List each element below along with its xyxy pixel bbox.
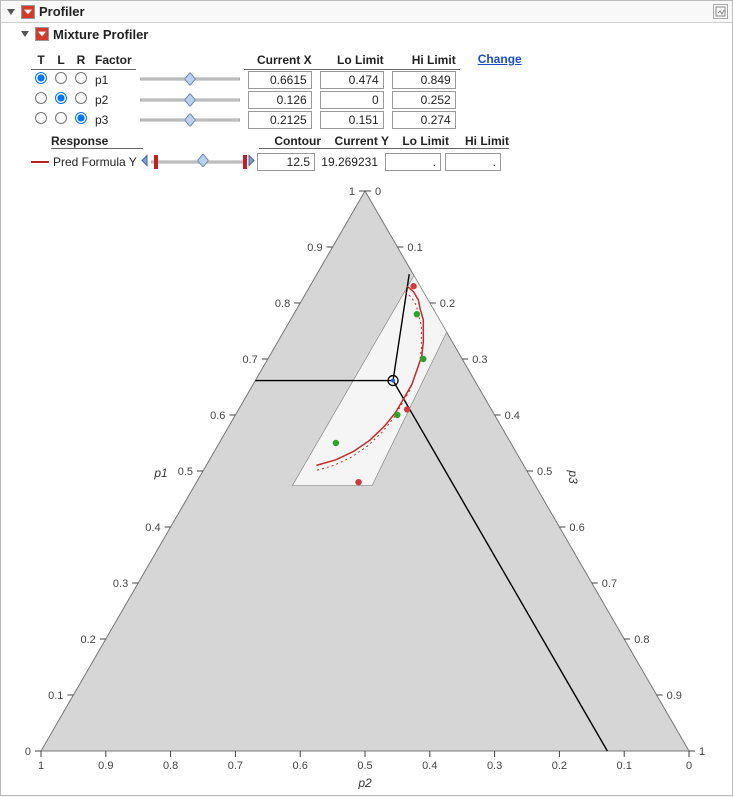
- svg-text:0.4: 0.4: [505, 410, 520, 422]
- factor-name: p1: [91, 69, 136, 90]
- factor-slider[interactable]: [140, 93, 240, 107]
- svg-text:0.3: 0.3: [113, 578, 128, 590]
- radio-l[interactable]: [55, 72, 67, 84]
- hi-input[interactable]: 0.274: [392, 111, 456, 129]
- svg-text:0.1: 0.1: [407, 242, 422, 254]
- svg-text:0: 0: [25, 746, 31, 758]
- svg-text:0.6: 0.6: [293, 760, 308, 772]
- response-row: Pred Formula Y 12.5 19.269231 . .: [31, 153, 718, 171]
- factor-name: p2: [91, 90, 136, 110]
- profiler-titlebar: Profiler: [1, 1, 732, 23]
- col-t: T: [31, 51, 51, 69]
- lo-input[interactable]: 0: [320, 91, 384, 109]
- currentx-input[interactable]: 0.126: [248, 91, 312, 109]
- svg-text:0.6: 0.6: [210, 410, 225, 422]
- disclosure-icon[interactable]: [5, 6, 17, 18]
- factor-table: T L R Factor Current X Lo Limit Hi Limit…: [31, 51, 526, 130]
- radio-r[interactable]: [75, 72, 87, 84]
- svg-text:0.9: 0.9: [667, 690, 682, 702]
- col-factor: Factor: [91, 51, 136, 69]
- col-contour: Contour: [259, 134, 321, 149]
- response-headers: Response Contour Current Y Lo Limit Hi L…: [31, 134, 718, 149]
- lo-input[interactable]: 0.151: [320, 111, 384, 129]
- radio-t[interactable]: [35, 72, 47, 84]
- mixture-profiler-title: Mixture Profiler: [53, 27, 148, 42]
- disclosure-icon[interactable]: [19, 28, 31, 40]
- svg-text:0.8: 0.8: [634, 634, 649, 646]
- col-currentx: Current X: [244, 51, 316, 69]
- contour-slider[interactable]: [143, 154, 253, 170]
- ternary-plot[interactable]: 00.10.20.30.40.50.60.70.80.9100.10.20.30…: [1, 177, 732, 797]
- col-resp-hi: Hi Limit: [449, 134, 509, 149]
- svg-text:0.7: 0.7: [243, 354, 258, 366]
- factor-slider[interactable]: [140, 72, 240, 86]
- svg-text:0.7: 0.7: [228, 760, 243, 772]
- svg-text:0.7: 0.7: [602, 578, 617, 590]
- svg-text:p3: p3: [566, 469, 580, 484]
- svg-text:p1: p1: [153, 466, 167, 480]
- svg-text:p2: p2: [357, 776, 372, 789]
- svg-text:0.4: 0.4: [145, 522, 160, 534]
- hi-input[interactable]: 0.252: [392, 91, 456, 109]
- factor-row: p2 0.126 0 0.252: [31, 90, 526, 110]
- col-hi: Hi Limit: [388, 51, 460, 69]
- radio-t[interactable]: [35, 112, 47, 124]
- factor-row: p1 0.6615 0.474 0.849: [31, 69, 526, 90]
- currentx-input[interactable]: 0.2125: [248, 111, 312, 129]
- menu-dropdown-icon[interactable]: [21, 5, 35, 19]
- currentx-input[interactable]: 0.6615: [248, 71, 312, 89]
- menu-dropdown-icon[interactable]: [35, 27, 49, 41]
- resp-hi-input[interactable]: .: [445, 153, 501, 171]
- svg-text:0.1: 0.1: [48, 690, 63, 702]
- svg-text:0: 0: [375, 186, 381, 198]
- svg-text:0.2: 0.2: [81, 634, 96, 646]
- svg-text:0.2: 0.2: [440, 298, 455, 310]
- svg-text:0.5: 0.5: [537, 466, 552, 478]
- svg-text:1: 1: [349, 186, 355, 198]
- svg-text:0.4: 0.4: [422, 760, 437, 772]
- svg-text:0.3: 0.3: [472, 354, 487, 366]
- export-icon[interactable]: [713, 4, 728, 19]
- svg-text:0.3: 0.3: [487, 760, 502, 772]
- svg-text:0.5: 0.5: [357, 760, 372, 772]
- change-link[interactable]: Change: [478, 52, 522, 66]
- radio-r[interactable]: [75, 92, 87, 104]
- resp-lo-input[interactable]: .: [385, 153, 441, 171]
- col-lo: Lo Limit: [316, 51, 388, 69]
- svg-text:1: 1: [699, 746, 705, 758]
- controls-panel: T L R Factor Current X Lo Limit Hi Limit…: [1, 45, 732, 177]
- profiler-title: Profiler: [39, 4, 85, 19]
- svg-text:0.6: 0.6: [569, 522, 584, 534]
- radio-l[interactable]: [55, 92, 67, 104]
- col-currenty: Current Y: [321, 134, 389, 149]
- col-resp-lo: Lo Limit: [389, 134, 449, 149]
- profiler-window: Profiler Mixture Profiler T L R Factor C…: [0, 0, 733, 796]
- factor-slider[interactable]: [140, 113, 240, 127]
- radio-t[interactable]: [35, 92, 47, 104]
- svg-text:0.5: 0.5: [178, 466, 193, 478]
- radio-l[interactable]: [55, 112, 67, 124]
- factor-row: p3 0.2125 0.151 0.274: [31, 110, 526, 130]
- svg-text:0: 0: [686, 760, 692, 772]
- col-r: R: [71, 51, 91, 69]
- currenty-value: 19.269231: [315, 155, 381, 169]
- svg-text:1: 1: [38, 760, 44, 772]
- svg-text:0.2: 0.2: [552, 760, 567, 772]
- response-name: Pred Formula Y: [53, 155, 143, 169]
- contour-input[interactable]: 12.5: [257, 153, 315, 171]
- response-color-chip: [31, 161, 49, 163]
- mixture-profiler-titlebar: Mixture Profiler: [1, 23, 732, 45]
- radio-r[interactable]: [75, 112, 87, 124]
- lo-input[interactable]: 0.474: [320, 71, 384, 89]
- svg-text:0.8: 0.8: [275, 298, 290, 310]
- svg-text:0.9: 0.9: [307, 242, 322, 254]
- hi-input[interactable]: 0.849: [392, 71, 456, 89]
- svg-text:0.8: 0.8: [163, 760, 178, 772]
- factor-name: p3: [91, 110, 136, 130]
- svg-text:0.1: 0.1: [617, 760, 632, 772]
- col-l: L: [51, 51, 71, 69]
- svg-text:0.9: 0.9: [98, 760, 113, 772]
- col-response: Response: [51, 134, 143, 149]
